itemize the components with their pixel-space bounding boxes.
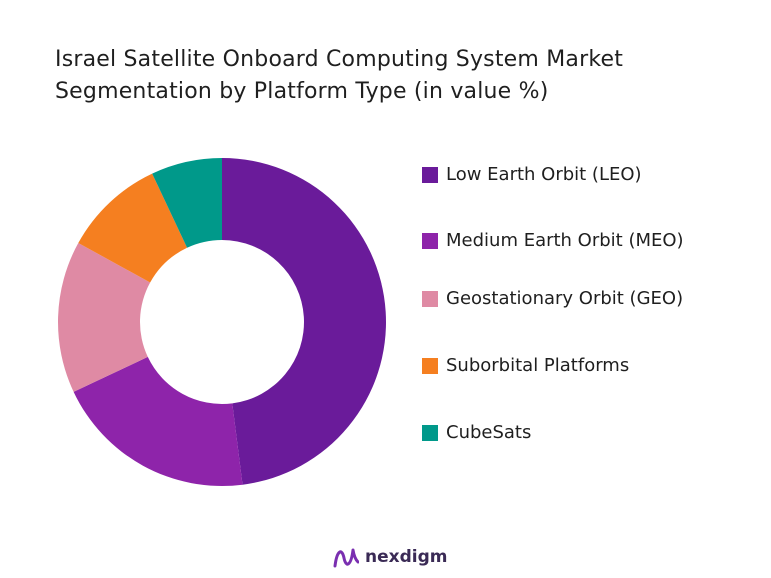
legend-label-meo: Medium Earth Orbit (MEO): [446, 230, 684, 251]
legend-swatch-suborbital: [422, 357, 438, 374]
legend-item-meo[interactable]: Medium Earth Orbit (MEO): [422, 230, 684, 251]
chart-title-line-2: Segmentation by Platform Type (in value …: [55, 79, 549, 104]
brand-name: nexdigm: [365, 547, 448, 567]
donut-slice-cubesats[interactable]: [152, 158, 222, 248]
donut-slice-geo[interactable]: [58, 242, 151, 392]
legend-item-leo[interactable]: Low Earth Orbit (LEO): [422, 164, 642, 185]
legend-item-geo[interactable]: Geostationary Orbit (GEO): [422, 288, 683, 309]
legend-label-leo: Low Earth Orbit (LEO): [446, 164, 642, 185]
donut-slice-meo[interactable]: [73, 356, 243, 486]
legend-label-suborbital: Suborbital Platforms: [446, 355, 630, 376]
legend-label-cubesats: CubeSats: [446, 422, 532, 443]
legend-item-cubesats[interactable]: CubeSats: [422, 422, 531, 443]
donut-slice-suborbital[interactable]: [78, 173, 188, 283]
legend-swatch-geo: [422, 290, 438, 307]
legend-swatch-meo: [422, 232, 438, 249]
donut-slice-leo[interactable]: [222, 158, 386, 485]
brand-logo: nexdigm: [333, 546, 447, 568]
chart-title: Israel Satellite Onboard Computing Syste…: [55, 44, 755, 108]
legend-swatch-cubesats: [422, 424, 438, 441]
legend-label-geo: Geostationary Orbit (GEO): [446, 288, 684, 309]
nexdigm-logo-icon: [333, 548, 359, 568]
legend-swatch-leo: [422, 166, 438, 183]
chart-title-line-1: Israel Satellite Onboard Computing Syste…: [55, 47, 624, 72]
legend-item-suborbital[interactable]: Suborbital Platforms: [422, 355, 629, 376]
